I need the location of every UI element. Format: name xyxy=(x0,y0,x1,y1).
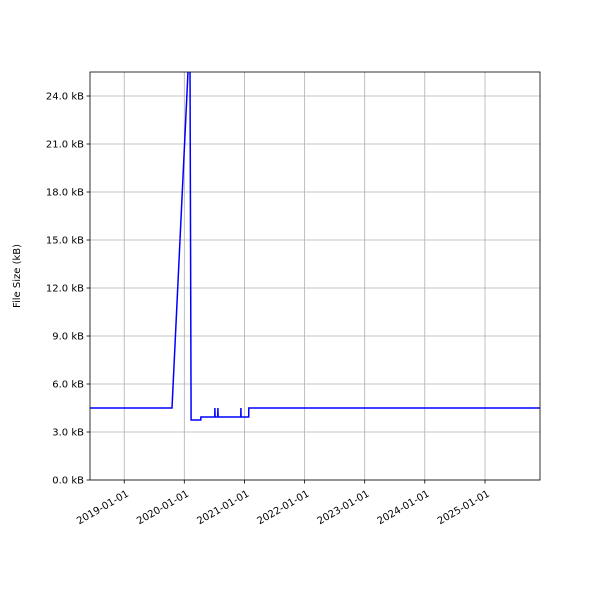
x-tick-label: 2022-01-01 xyxy=(255,489,311,528)
x-tick-label: 2025-01-01 xyxy=(436,489,492,528)
y-tick-label: 15.0 kB xyxy=(46,236,84,247)
series-line xyxy=(90,72,540,421)
y-tick-label: 18.0 kB xyxy=(46,188,84,199)
y-tick-label: 6.0 kB xyxy=(52,380,84,391)
y-tick-label: 3.0 kB xyxy=(52,428,84,439)
x-tick-label: 2024-01-01 xyxy=(376,489,432,528)
x-tick-label: 2020-01-01 xyxy=(135,489,191,528)
grid xyxy=(90,72,540,481)
plot-frame xyxy=(89,71,541,481)
x-tick-label: 2021-01-01 xyxy=(195,489,251,528)
y-tick-label: 12.0 kB xyxy=(46,284,84,295)
y-tick-label: 24.0 kB xyxy=(46,92,84,103)
y-tick-label: 21.0 kB xyxy=(46,140,84,151)
y-axis-label: File Size (kB) xyxy=(12,244,23,308)
x-tick-label: 2019-01-01 xyxy=(75,489,131,528)
y-tick-label: 0.0 kB xyxy=(52,476,84,487)
y-tick-label: 9.0 kB xyxy=(52,332,84,343)
x-tick-label: 2023-01-01 xyxy=(316,489,372,528)
